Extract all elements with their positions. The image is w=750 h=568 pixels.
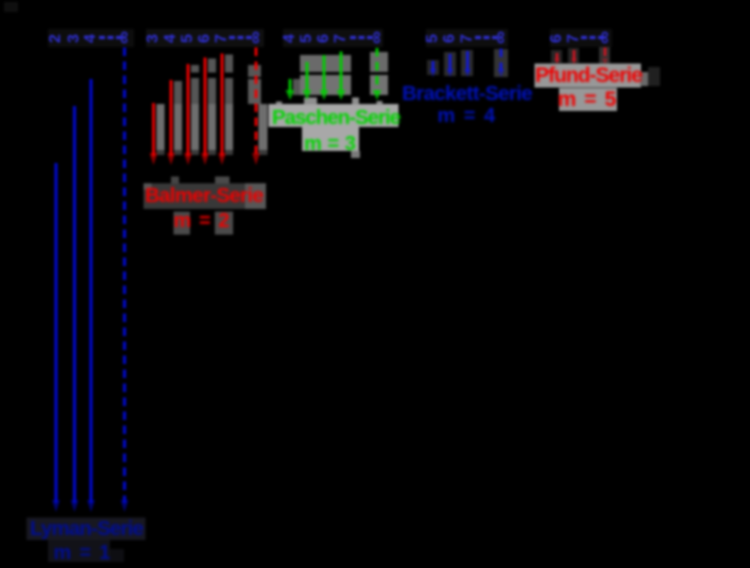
- svg-text:4: 4: [82, 34, 99, 43]
- svg-text:6: 6: [196, 34, 213, 43]
- svg-text:6: 6: [315, 34, 332, 43]
- svg-text:4: 4: [281, 34, 298, 43]
- svg-text:∞: ∞: [490, 31, 510, 44]
- svg-text:∞: ∞: [113, 31, 133, 44]
- svg-text:6: 6: [548, 34, 565, 43]
- svg-text:7: 7: [565, 34, 582, 43]
- svg-text:4: 4: [162, 34, 179, 43]
- svg-text:7: 7: [459, 34, 476, 43]
- svg-text:3: 3: [66, 34, 83, 43]
- svg-text:∞: ∞: [366, 31, 386, 44]
- svg-text:6: 6: [441, 34, 458, 43]
- svg-text:7: 7: [332, 34, 349, 43]
- svg-text:∞: ∞: [245, 31, 265, 44]
- svg-text:5: 5: [298, 34, 315, 43]
- svg-text:∞: ∞: [594, 31, 614, 44]
- svg-text:5: 5: [424, 34, 441, 43]
- svg-text:7: 7: [213, 34, 230, 43]
- svg-text:2: 2: [47, 34, 64, 43]
- svg-text:5: 5: [179, 34, 196, 43]
- svg-text:3: 3: [145, 34, 162, 43]
